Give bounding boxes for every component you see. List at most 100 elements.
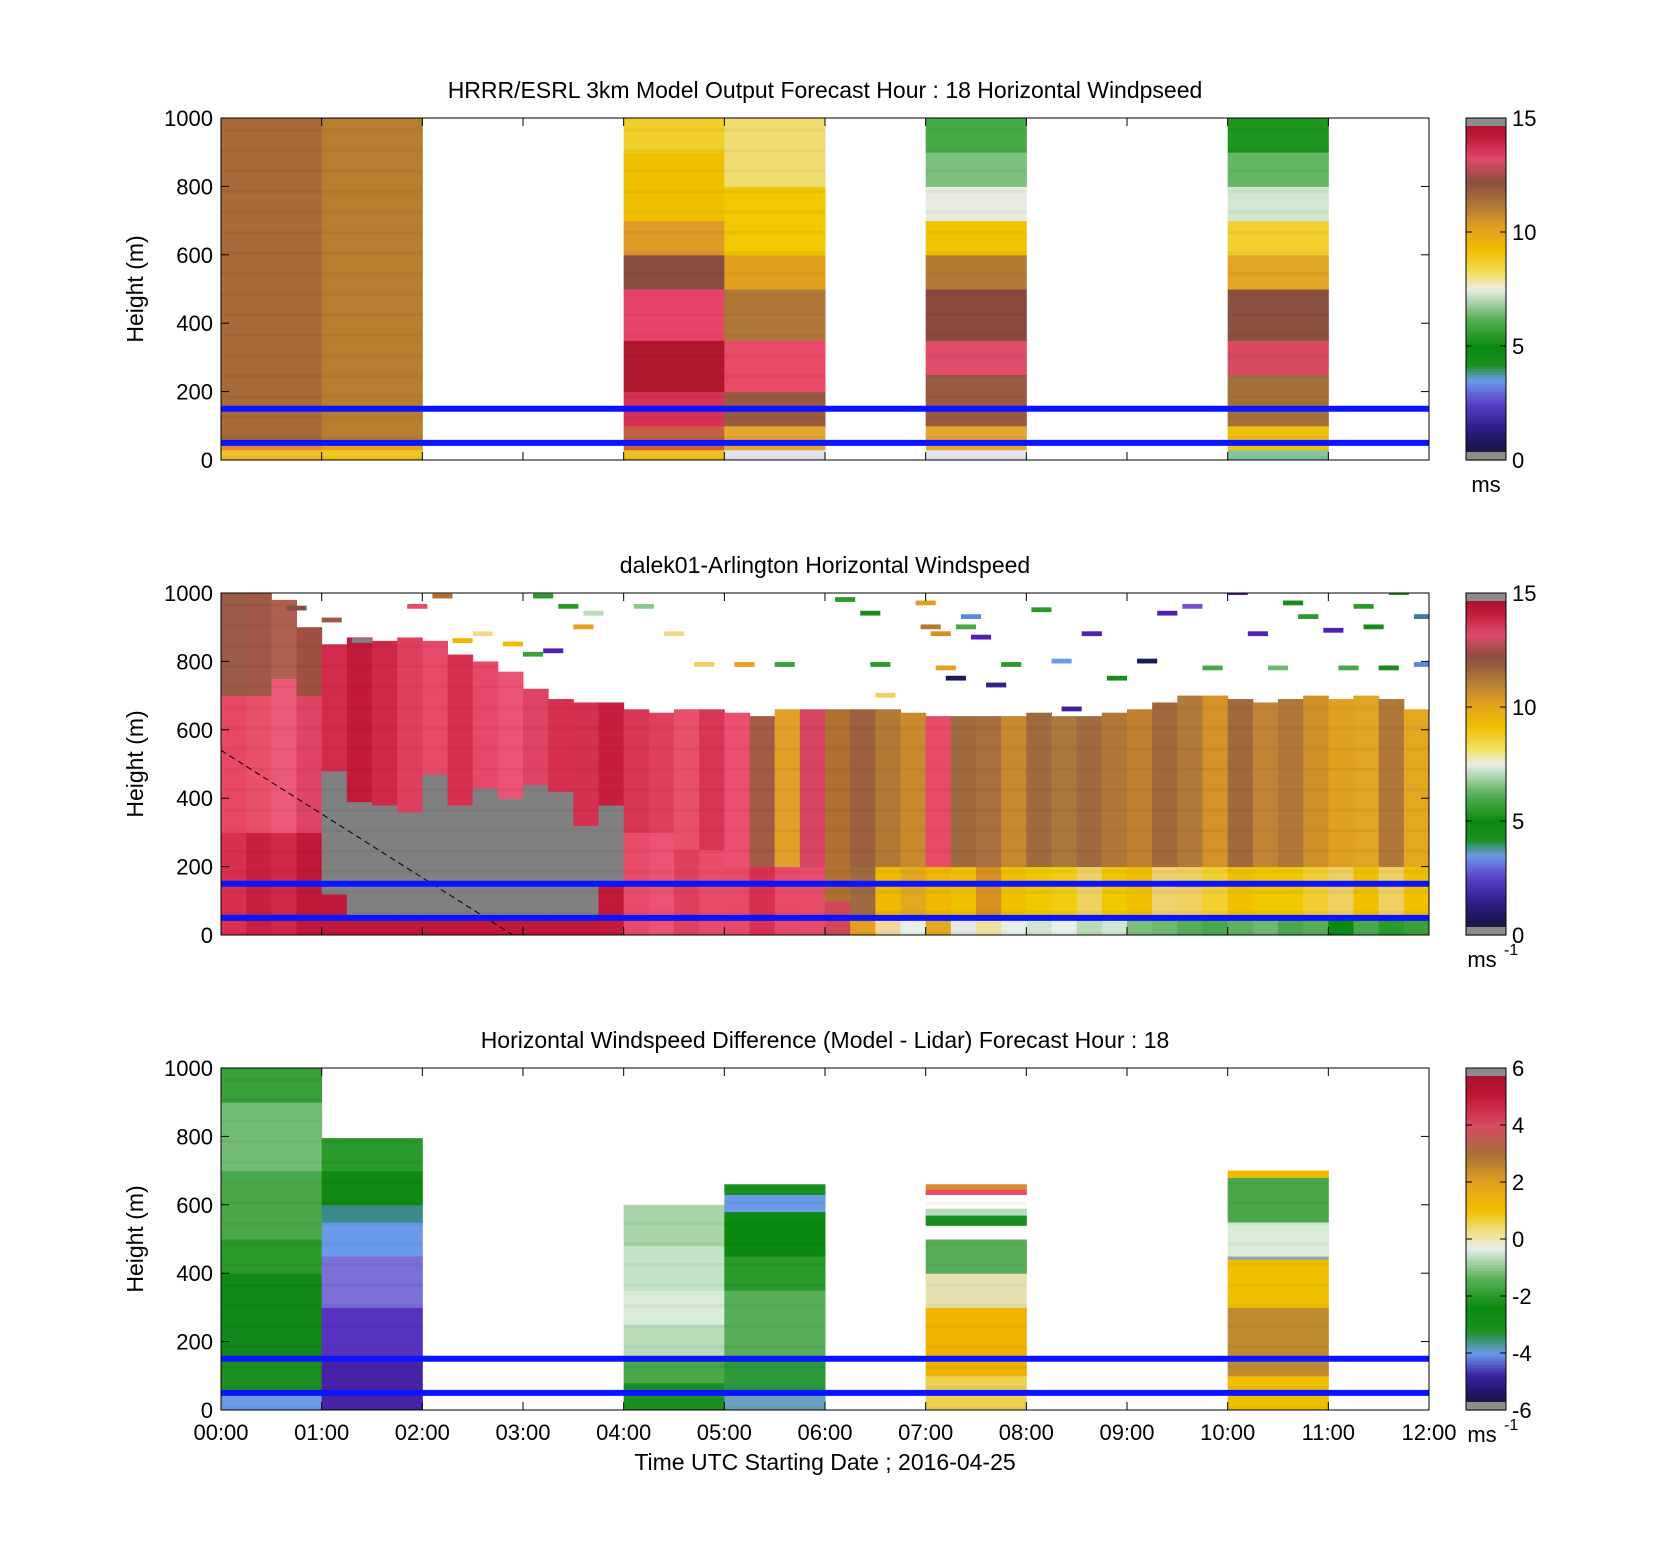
colorbar-segment (1466, 1313, 1506, 1317)
heatmap-texture (774, 911, 800, 915)
heatmap-texture (598, 870, 624, 874)
heatmap-texture (648, 911, 674, 915)
heatmap-texture (1051, 787, 1077, 792)
colorbar-segment (1466, 761, 1506, 765)
colorbar-segment (1466, 177, 1506, 182)
y-tick-label: 200 (176, 1330, 213, 1355)
colorbar-segment (1466, 1318, 1506, 1323)
colorbar-segment (1466, 695, 1506, 700)
heatmap-texture (648, 849, 674, 853)
scatter-cell (321, 617, 342, 623)
heatmap-texture (321, 1365, 423, 1369)
heatmap-texture (1177, 911, 1203, 915)
heatmap-texture (321, 1160, 423, 1164)
heatmap-texture (925, 1242, 1027, 1246)
panel-title: Horizontal Windspeed Difference (Model -… (481, 1027, 1170, 1053)
heatmap-texture (472, 726, 498, 730)
heatmap-texture (397, 849, 423, 853)
heatmap-cell (321, 1138, 423, 1172)
heatmap-texture (925, 353, 1027, 358)
heatmap-cell (925, 1239, 1027, 1274)
heatmap-texture (497, 726, 523, 730)
heatmap-texture (321, 787, 347, 792)
colorbar-tick-label: 10 (1512, 220, 1536, 245)
heatmap-texture (221, 1180, 322, 1185)
colorbar-segment (1466, 1281, 1506, 1286)
heatmap-texture (573, 890, 599, 894)
heatmap-texture (1076, 808, 1102, 812)
heatmap-texture (1227, 890, 1253, 894)
heatmap-texture (1403, 808, 1429, 812)
heatmap-texture (1378, 911, 1404, 915)
heatmap-texture (724, 828, 750, 833)
scatter-cell (1298, 614, 1319, 619)
heatmap-texture (321, 644, 347, 648)
heatmap-cell (1278, 866, 1304, 919)
heatmap-texture (1403, 870, 1429, 874)
colorbar-segment (1466, 781, 1506, 785)
heatmap-texture (749, 828, 775, 833)
heatmap-texture (497, 767, 523, 771)
heatmap-column (1051, 716, 1078, 935)
colorbar-segment (1466, 137, 1506, 142)
colorbar-segment (1466, 1213, 1506, 1217)
heatmap-texture (1127, 849, 1153, 853)
heatmap-texture (1278, 808, 1304, 812)
colorbar-segment (1466, 269, 1506, 273)
heatmap-column (724, 1184, 826, 1410)
heatmap-texture (548, 890, 574, 894)
colorbar-segment (1466, 607, 1506, 611)
heatmap-texture (372, 828, 398, 833)
heatmap-texture (598, 726, 624, 730)
heatmap-texture (346, 931, 372, 935)
heatmap-texture (623, 1324, 725, 1328)
heatmap-texture (950, 890, 976, 894)
heatmap-texture (548, 726, 574, 730)
scatter-cell (533, 593, 554, 599)
heatmap-texture (724, 333, 825, 337)
heatmap-texture (774, 726, 800, 730)
heatmap-cell (296, 695, 323, 833)
heatmap-texture (749, 787, 775, 792)
heatmap-texture (1227, 849, 1253, 853)
heatmap-cell (1051, 917, 1078, 935)
heatmap-texture (221, 1119, 322, 1123)
colorbar-segment (1466, 630, 1506, 634)
colorbar-segment (1466, 1207, 1506, 1212)
colorbar-segment (1466, 821, 1506, 825)
heatmap-cell (724, 186, 826, 256)
heatmap-texture (850, 787, 876, 792)
heatmap-texture (1026, 931, 1052, 935)
heatmap-texture (523, 808, 549, 812)
heatmap-texture (925, 767, 951, 771)
heatmap-texture (1378, 746, 1404, 751)
heatmap-cell (850, 709, 876, 868)
heatmap-texture (1227, 767, 1253, 771)
colorbar-segment (1466, 1247, 1506, 1251)
colorbar-segment (1466, 838, 1506, 842)
scatter-cell (1137, 658, 1158, 664)
heatmap-texture (724, 230, 825, 235)
colorbar-segment (1466, 254, 1506, 259)
heatmap-cell (1152, 702, 1178, 868)
heatmap-texture (850, 931, 876, 935)
scatter-cell (472, 631, 493, 637)
colorbar-segment (1466, 1187, 1506, 1192)
heatmap-texture (497, 685, 523, 689)
heatmap-texture (221, 1365, 322, 1369)
heatmap-texture (925, 230, 1027, 235)
y-tick-label: 1000 (164, 106, 213, 131)
heatmap-cell (976, 866, 1002, 919)
heatmap-texture (447, 787, 473, 792)
colorbar-segment (1466, 1338, 1506, 1343)
scatter-cell (1283, 600, 1304, 606)
heatmap-cell (623, 220, 725, 256)
heatmap-texture (221, 1303, 322, 1308)
heatmap-texture (246, 644, 272, 648)
heatmap-texture (1378, 931, 1404, 935)
colorbar-segment (1466, 157, 1506, 162)
heatmap-texture (623, 333, 725, 337)
scatter-cell (1363, 624, 1384, 630)
heatmap-texture (799, 726, 825, 730)
colorbar-segment (1466, 1162, 1506, 1166)
